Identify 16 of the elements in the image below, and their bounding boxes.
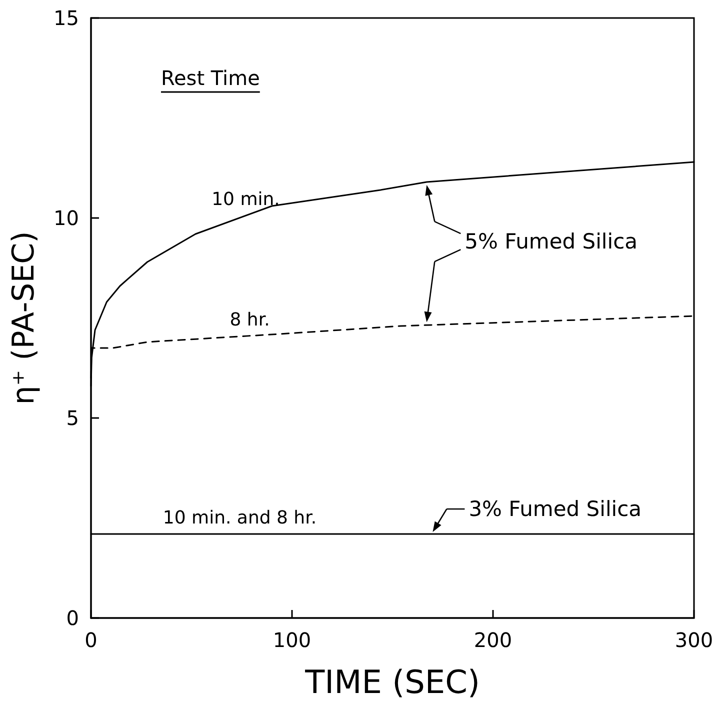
x-tick-label: 200 [474, 628, 512, 652]
x-tick-label: 0 [84, 628, 98, 652]
annotation: 5% Fumed Silica [464, 230, 638, 254]
y-tick-label: 0 [66, 606, 79, 630]
y-tick-label: 5 [66, 406, 79, 430]
annotation: 10 min. [212, 189, 280, 210]
annotation: 3% Fumed Silica [468, 497, 642, 521]
x-axis-title: TIME (SEC) [304, 663, 480, 701]
y-tick-label: 10 [54, 206, 79, 230]
y-tick-label: 15 [54, 6, 79, 30]
annotation: 8 hr. [230, 310, 270, 330]
annotation: 10 min. and 8 hr. [162, 508, 317, 528]
x-tick-label: 100 [272, 628, 312, 652]
annotation: Rest Time [161, 66, 260, 90]
x-tick-label: 300 [674, 628, 714, 652]
y-axis-title: η⁺ (PA-SEC) [6, 231, 42, 405]
